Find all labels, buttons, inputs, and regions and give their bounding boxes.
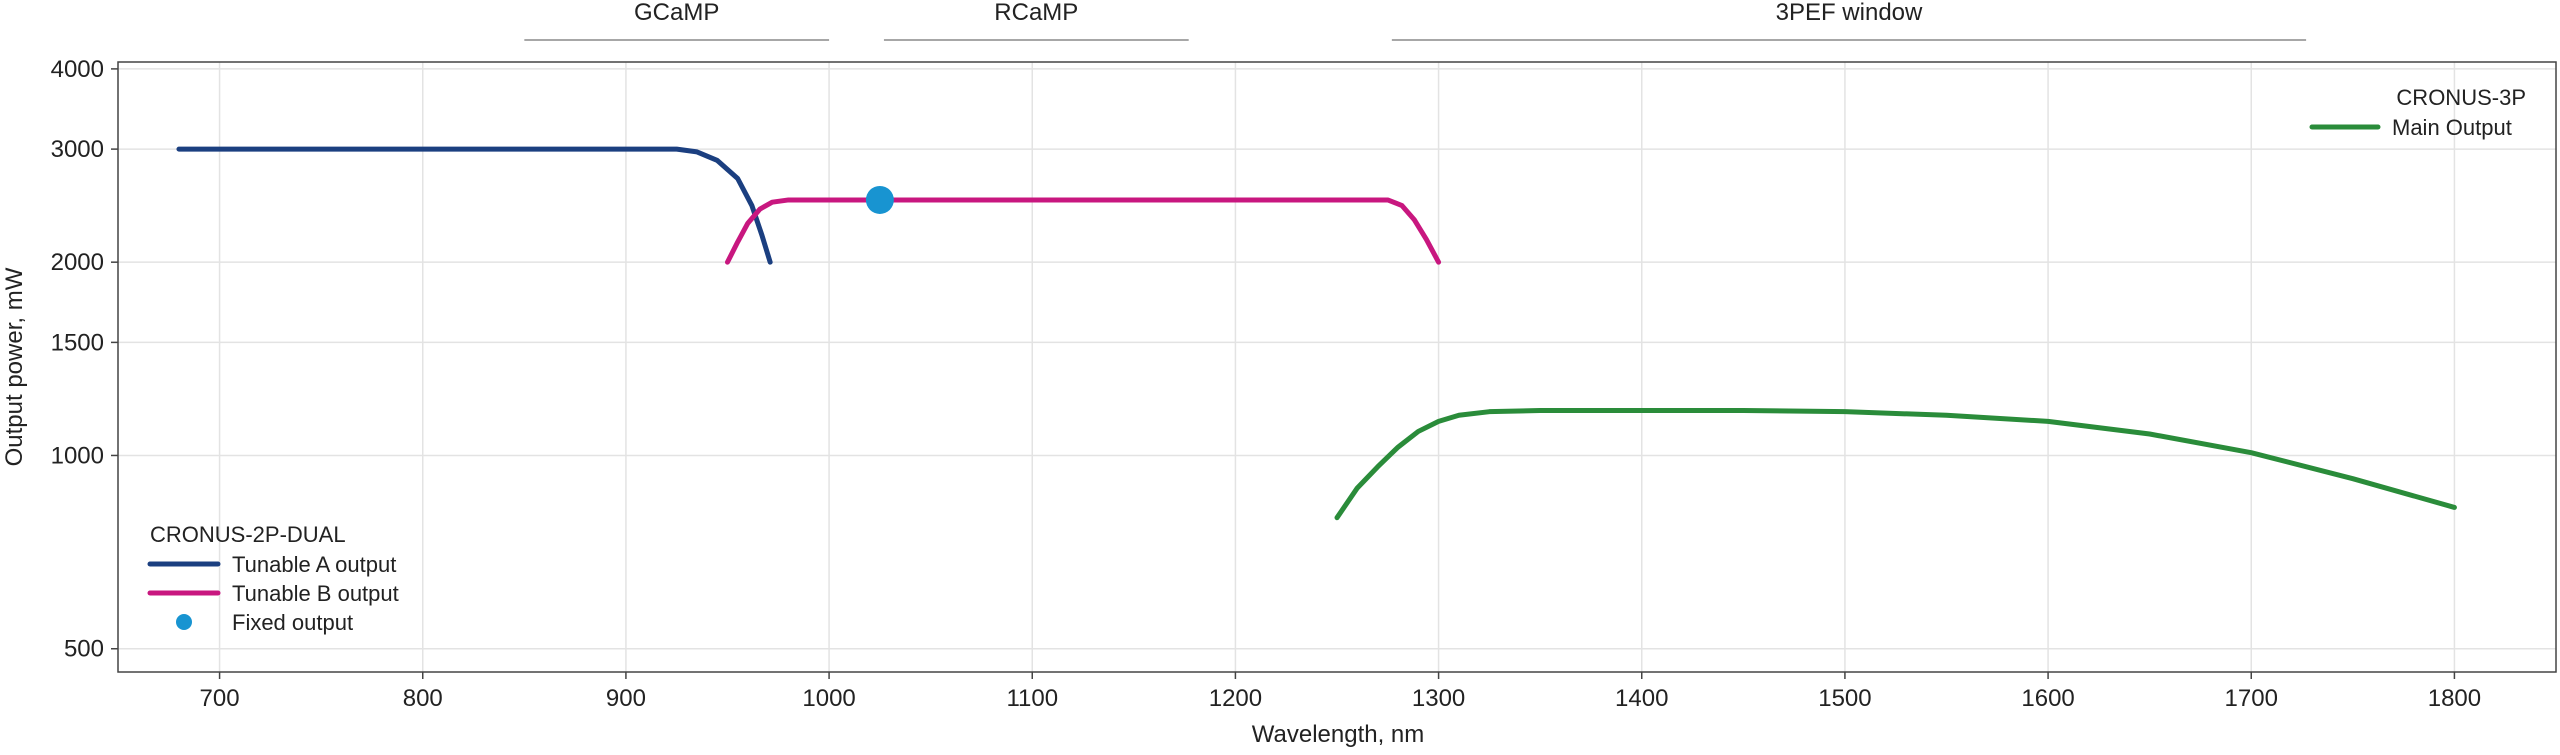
x-tick-label: 800: [403, 685, 443, 712]
plot-frame: [117, 61, 2557, 673]
x-axis-title: Wavelength, nm: [1252, 721, 1425, 748]
legends: CRONUS-2P-DUAL Tunable A output Tunable B …: [147, 85, 2526, 635]
series-layer: [176, 146, 2457, 521]
x-tick-label: 1200: [1209, 685, 1262, 712]
x-tick-label: 1800: [2428, 685, 2481, 712]
y-tick-label: 2000: [51, 249, 104, 276]
series-line: [1334, 407, 2457, 521]
y-tick-label: 1000: [51, 442, 104, 469]
y-tick-label: 3000: [51, 136, 104, 163]
x-tick-label: 1600: [2021, 685, 2074, 712]
x-tick-label: 1400: [1615, 685, 1668, 712]
x-tick-label: 1000: [802, 685, 855, 712]
series-point: [865, 185, 894, 214]
wavelength-bands: GCaMP RCaMP 3PEF window: [524, 0, 2307, 41]
x-tick-label: 700: [200, 685, 240, 712]
band-label: 3PEF window: [1776, 0, 1923, 26]
legend-entry-label: Tunable B output: [232, 581, 399, 606]
y-axis-title: Output power, mW: [1, 267, 28, 466]
legend-title: CRONUS-3P: [2396, 85, 2526, 110]
series-line: [176, 146, 773, 265]
legend-entry-label: Fixed output: [232, 610, 353, 635]
series-line: [725, 197, 1442, 265]
grid-lines: [118, 62, 2556, 672]
y-tick-label: 500: [64, 636, 104, 663]
legend-entry-label: Main Output: [2392, 115, 2512, 140]
band-label: RCaMP: [994, 0, 1078, 26]
x-tick-label: 1700: [2225, 685, 2278, 712]
legend-title: CRONUS-2P-DUAL: [150, 522, 346, 547]
axes: 700 800 900 1000 1100 1200 1300 1400 1500 1600 170…: [51, 56, 2557, 712]
x-tick-label: 1500: [1818, 685, 1871, 712]
y-tick-label: 1500: [51, 329, 104, 356]
band-label: GCaMP: [634, 0, 719, 26]
legend-marker-dot: [176, 614, 192, 630]
x-tick-label: 900: [606, 685, 646, 712]
y-tick-label: 4000: [51, 56, 104, 83]
legend-entry-label: Tunable A output: [232, 552, 396, 577]
x-tick-label: 1300: [1412, 685, 1465, 712]
x-tick-label: 1100: [1006, 685, 1058, 712]
